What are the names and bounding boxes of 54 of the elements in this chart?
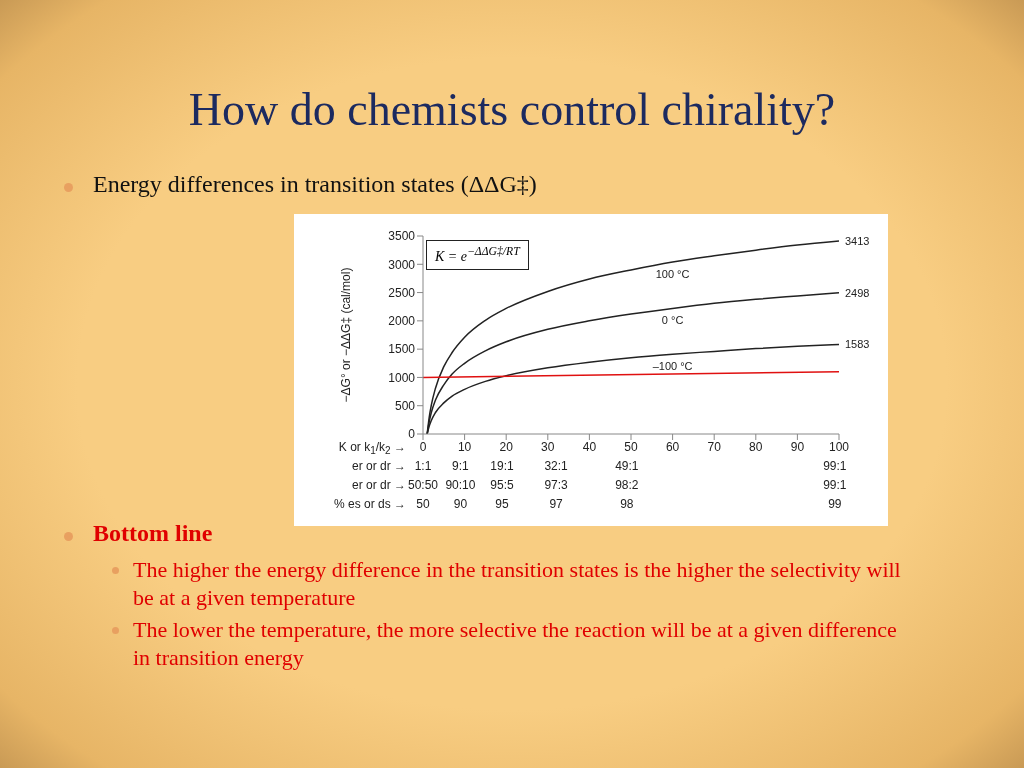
text: 32:1: [544, 459, 568, 473]
x-tick-label: 60: [665, 439, 680, 454]
x-tick-label: 100: [828, 439, 850, 454]
text: er or dr →: [351, 459, 406, 473]
y-tick-label: 500: [394, 398, 416, 413]
data-label: 1583: [845, 338, 870, 351]
text: 50:50: [407, 478, 439, 492]
y-tick-label: 3000: [388, 257, 416, 272]
text: 49:1: [615, 459, 639, 473]
x-tick-label: 0: [419, 439, 427, 454]
text: 99:1: [823, 478, 847, 492]
x-tick-label: 10: [457, 439, 472, 454]
text: er or dr →: [351, 478, 406, 492]
x-tick-label: 40: [582, 439, 597, 454]
text: 98:2: [615, 478, 639, 492]
text: The lower the temperature, the more selective the reaction will be at a given difference in transition energy: [133, 616, 898, 672]
text: 99: [828, 497, 842, 511]
text: 1:1: [414, 459, 432, 473]
text: 9:1: [452, 459, 469, 473]
text: 90:10: [445, 478, 476, 492]
y-axis-title: −ΔG° or −ΔΔG‡ (cal/mol): [339, 267, 354, 403]
data-label: 2498: [845, 286, 870, 299]
data-label: 3413: [845, 234, 870, 247]
x-tick-label: 80: [749, 439, 763, 454]
text: 95:5: [490, 478, 514, 492]
series-label: –100 °C: [652, 360, 693, 373]
text: 99:1: [823, 459, 847, 473]
text: The higher the energy difference in the transition states is the higher the selectivity will be at a given temperature: [133, 556, 902, 612]
y-tick-label: 1500: [388, 342, 416, 357]
y-tick-label: 0: [408, 427, 416, 442]
y-tick-label: 3500: [388, 229, 416, 244]
annotation: K = e$^{−ΔΔG‡/RT}$: [426, 240, 529, 270]
y-tick-label: 2000: [388, 314, 416, 329]
y-tick-label: 1000: [388, 370, 416, 385]
chart-subtitle: Energy differences in transition states (ΔΔG‡): [93, 171, 537, 198]
text: Bottom line: [93, 520, 213, 547]
text: 97: [549, 497, 563, 511]
x-tick-label: 20: [499, 439, 514, 454]
x-tick-label: 90: [790, 439, 805, 454]
text: 90: [453, 497, 468, 511]
x-tick-label: 50: [624, 439, 638, 454]
text: 50: [416, 497, 430, 511]
text: % es or ds →: [333, 497, 406, 511]
text: 97:3: [544, 478, 568, 492]
y-tick-label: 2500: [388, 285, 416, 300]
chart-title: How do chemists control chirality?: [187, 83, 837, 137]
series-label: 0 °C: [661, 314, 684, 327]
x-tick-label: 30: [541, 439, 555, 454]
text: 95: [495, 497, 509, 511]
x-tick-label: 70: [707, 439, 722, 454]
text: 98: [620, 497, 634, 511]
series-label: 100 °C: [655, 268, 690, 281]
x-axis-title: K or k$_{1}$/k$_{2}$ →: [338, 440, 406, 457]
text: 19:1: [490, 459, 514, 473]
